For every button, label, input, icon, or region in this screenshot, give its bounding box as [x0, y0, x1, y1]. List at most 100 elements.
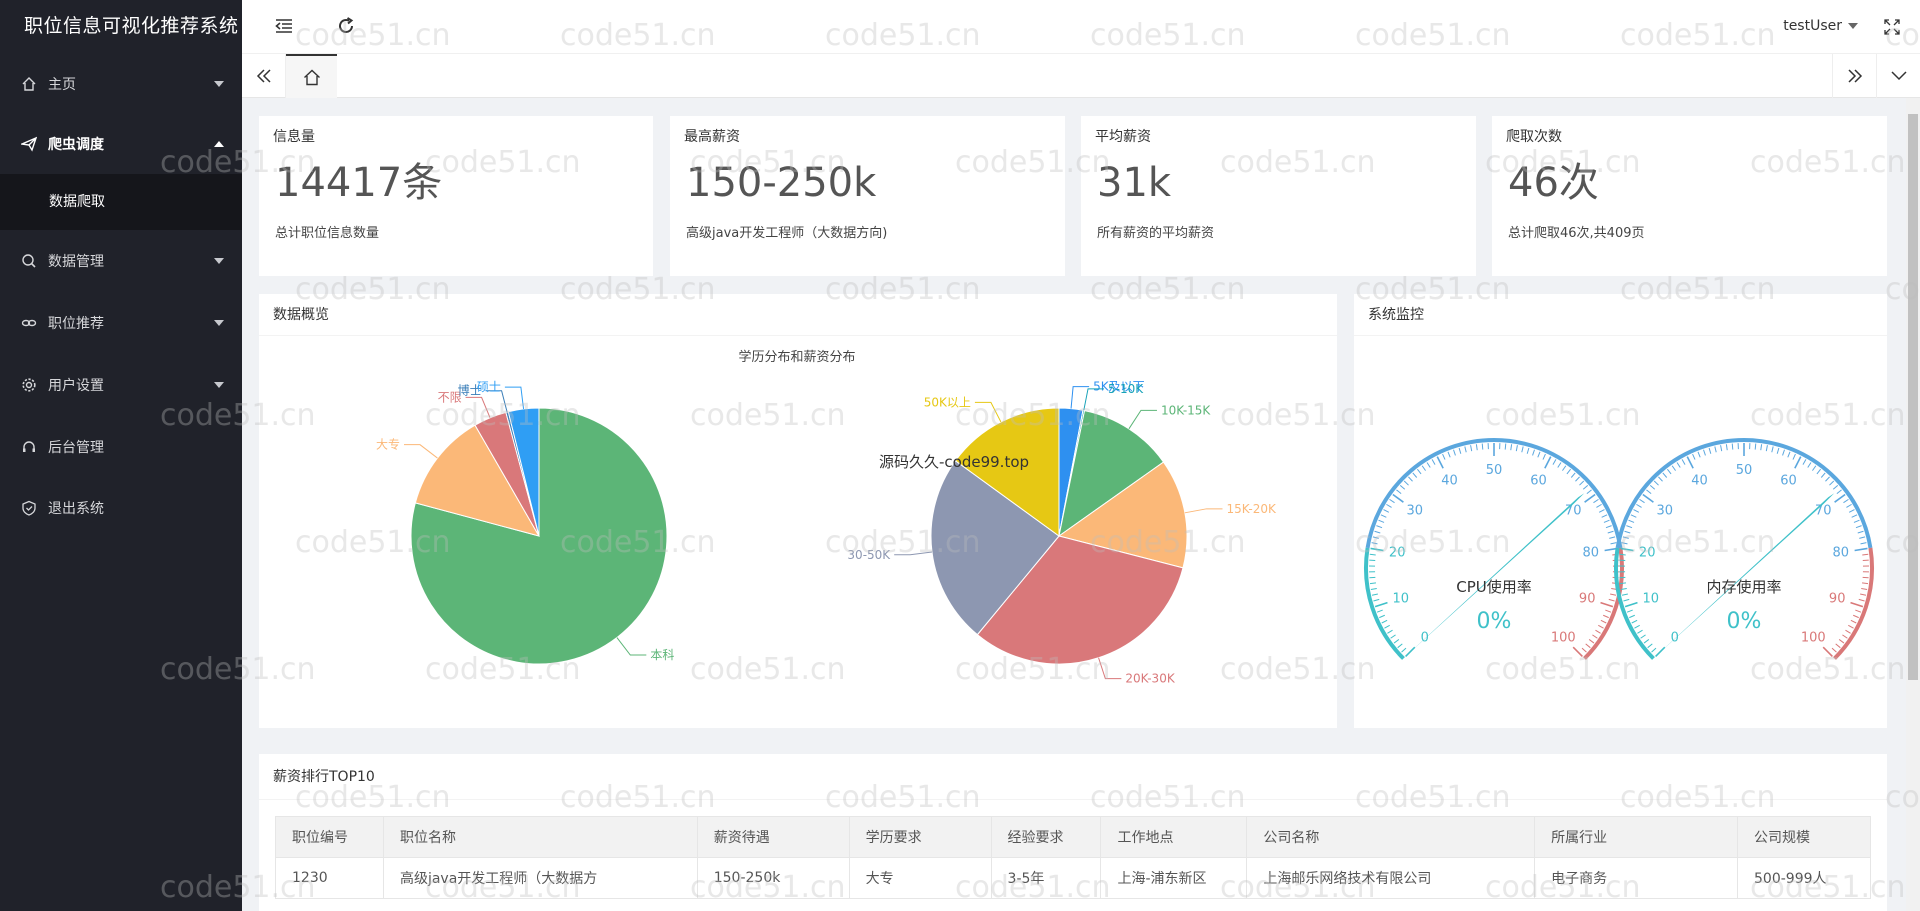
pie-slice[interactable]: [414, 424, 541, 537]
gauge-tick: [1720, 445, 1723, 452]
gauge-tick: [1640, 634, 1646, 639]
gauge-tick-label: 50: [1486, 463, 1503, 478]
pie-slice[interactable]: [1058, 409, 1165, 538]
pie-slice[interactable]: [1057, 461, 1188, 569]
caret-down-icon: [1848, 23, 1858, 29]
pie-label: 5-10K: [1108, 382, 1144, 396]
tab-options-dropdown[interactable]: [1876, 54, 1920, 98]
gauge-tick: [1369, 553, 1376, 556]
gauge: 0 10 20 30 40 50 60 70 80 90 100 CPU使用率 0%: [1364, 438, 1624, 660]
tab-scroll-left-button[interactable]: [242, 54, 286, 98]
gauge-tick: [1566, 468, 1572, 475]
gauge-tick-label: 60: [1780, 474, 1797, 489]
scrollbar-thumb[interactable]: [1908, 114, 1918, 680]
gauge-tick: [1649, 484, 1656, 490]
table-header-cell[interactable]: 薪资待遇: [696, 816, 850, 858]
table-header-cell[interactable]: 公司名称: [1246, 816, 1536, 858]
sidebar-item-data-management[interactable]: 数据管理: [0, 230, 242, 292]
fullscreen-button[interactable]: [1880, 15, 1904, 39]
gauge-tick: [1845, 629, 1851, 634]
tab-home[interactable]: [286, 54, 337, 98]
gauge-tick: [1371, 593, 1378, 596]
gauge-tick-label: 90: [1829, 591, 1846, 606]
sidebar-item-label: 用户设置: [48, 378, 104, 394]
gauge-tick: [1608, 598, 1615, 602]
menu-collapse-button[interactable]: [272, 14, 296, 38]
refresh-icon: [339, 17, 354, 33]
sidebar-item-label: 职位推荐: [48, 316, 104, 332]
gauge-tick: [1653, 480, 1659, 486]
stat-card-avg-salary: 平均薪资 31k 所有薪资的平均薪资: [1081, 116, 1476, 276]
gauge-tick: [1628, 519, 1635, 523]
sidebar-item-backend[interactable]: 后台管理: [0, 416, 242, 478]
gauge-tick: [1381, 619, 1388, 624]
gear-icon: [20, 376, 38, 394]
stat-desc: 所有薪资的平均薪资: [1097, 226, 1215, 241]
gauge-tick: [1376, 525, 1383, 529]
gauge-tick-label: 0: [1671, 630, 1679, 645]
refresh-button[interactable]: [334, 14, 358, 38]
table-header-cell[interactable]: 公司规模: [1737, 816, 1871, 858]
gauge-tick: [1600, 601, 1614, 608]
sidebar-item-home[interactable]: 主页: [0, 54, 242, 114]
stat-value: 150-250k: [686, 160, 877, 206]
gauge-arc: [1583, 547, 1624, 660]
pie-slice[interactable]: [930, 460, 1060, 636]
tab-scroll-right-button[interactable]: [1832, 54, 1876, 98]
gauge-tick: [1703, 449, 1706, 456]
pie-label-line: [616, 637, 647, 656]
sidebar-item-crawler[interactable]: 爬虫调度: [0, 114, 242, 174]
gauge-tick: [1792, 453, 1796, 460]
gauge-tick: [1642, 493, 1654, 503]
chevron-down-icon: [214, 81, 224, 87]
gauge-tick: [1537, 451, 1541, 458]
gauge-tick: [1662, 472, 1668, 478]
gauge-tick: [1853, 519, 1860, 523]
home-icon: [303, 69, 320, 85]
page-scrollbar[interactable]: [1906, 98, 1920, 911]
pie-label-line: [485, 390, 508, 413]
gauge-tick: [1592, 634, 1598, 639]
sidebar-subitem-crawl[interactable]: 数据爬取: [49, 194, 105, 210]
gauge-tick: [1470, 445, 1473, 452]
gauge-tick: [1387, 629, 1393, 634]
pie-label-line: [1128, 409, 1157, 430]
table-header-cell[interactable]: 学历要求: [848, 816, 992, 858]
table-cell: 上海-浦东新区: [1100, 857, 1248, 899]
fullscreen-icon: [1884, 19, 1900, 35]
gauge-tick: [1676, 462, 1681, 468]
gauge-tick: [1623, 598, 1630, 602]
gauge-tick: [1731, 443, 1734, 450]
stat-value: 46次: [1508, 160, 1599, 206]
table-header-cell[interactable]: 所属行业: [1534, 816, 1739, 858]
gauge-tick: [1861, 582, 1869, 585]
gauge-tick-label: 70: [1565, 503, 1582, 518]
table-header-cell[interactable]: 工作地点: [1100, 816, 1248, 858]
gauge-arc: [1364, 547, 1405, 660]
gauge-tick: [1379, 614, 1385, 619]
table-row[interactable]: 1230 高级java开发工程师（大数据方 150-250k 大专 3-5年 上海-浦东新…: [275, 857, 1871, 899]
table-header-cell[interactable]: 经验要求: [990, 816, 1102, 858]
gauge-arc: [1833, 547, 1874, 660]
table-header-row: 职位编号 职位名称 薪资待遇 学历要求 经验要求 工作地点 公司名称 所属行业 公司规模: [275, 816, 1871, 858]
sidebar-item-job-recommend[interactable]: 职位推荐: [0, 292, 242, 354]
table-header-cell[interactable]: 职位编号: [275, 816, 384, 858]
pie-label-line: [465, 396, 491, 418]
gauge-tick: [1619, 553, 1626, 556]
pie-slice[interactable]: [507, 407, 540, 537]
gauge-tick: [1850, 601, 1864, 608]
table-header-cell[interactable]: 职位名称: [382, 816, 698, 858]
gauge-tick: [1771, 446, 1774, 453]
sidebar-item-logout[interactable]: 退出系统: [0, 478, 242, 538]
pie-slice[interactable]: [954, 407, 1060, 537]
sidebar-item-user-settings[interactable]: 用户设置: [0, 354, 242, 416]
gauge-tick: [1397, 643, 1403, 649]
gauge-tick-label: 0: [1421, 630, 1429, 645]
gauge-tick: [1697, 451, 1701, 458]
gauge-label: CPU使用率: [1456, 578, 1532, 596]
user-menu[interactable]: testUser: [1783, 18, 1858, 34]
gauge-tick: [1376, 609, 1383, 613]
gauge-arc: [1365, 438, 1623, 549]
stat-value: 14417条: [275, 160, 443, 206]
gauge-tick: [1855, 609, 1862, 613]
